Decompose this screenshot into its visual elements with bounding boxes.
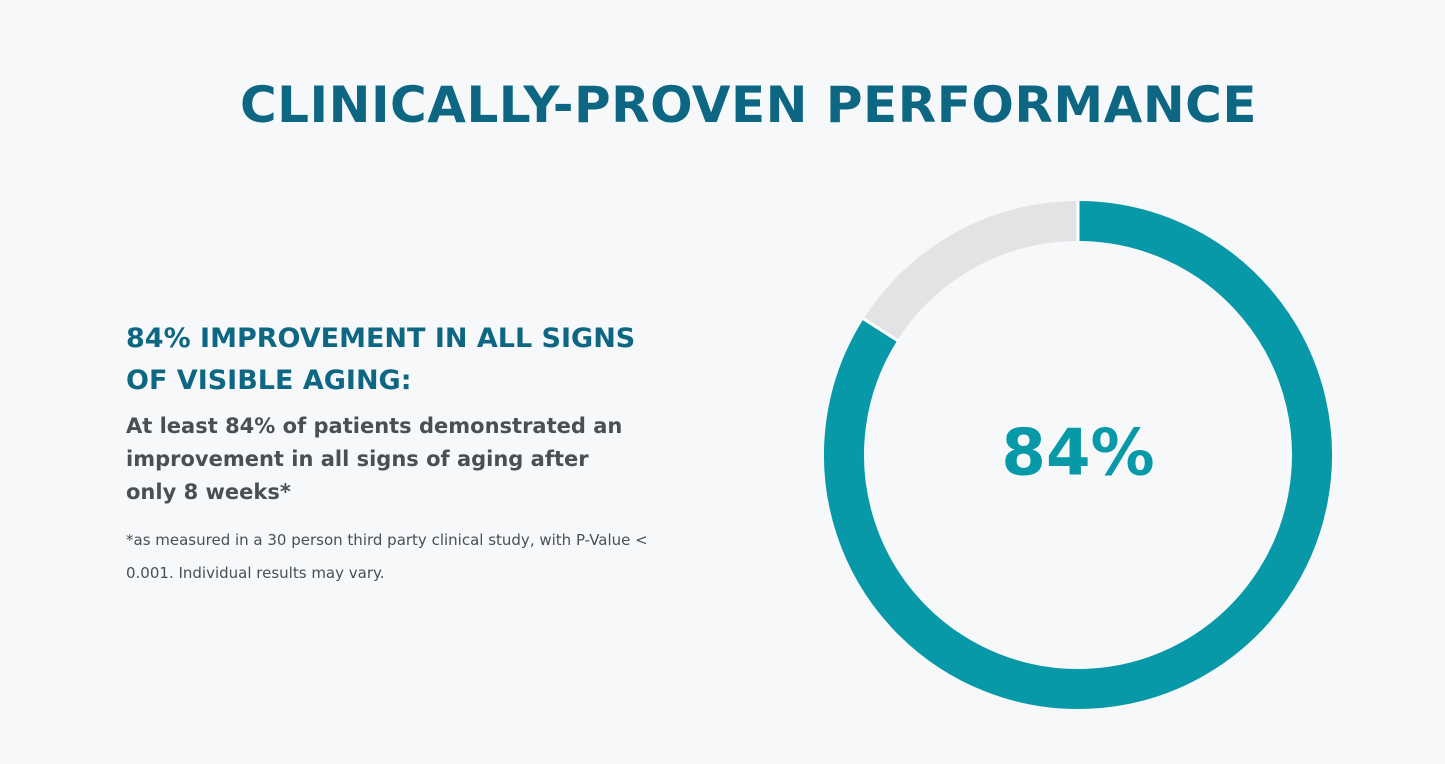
segment-gap bbox=[861, 317, 899, 343]
donut-chart: 84% bbox=[824, 200, 1332, 709]
page-title: CLINICALLY-PROVEN PERFORMANCE bbox=[239, 76, 1258, 134]
stat-heading: 84% IMPROVEMENT IN ALL SIGNS OF VISIBLE … bbox=[126, 323, 636, 396]
stat-description: At least 84% of patients demonstrated an… bbox=[126, 414, 623, 504]
footnote: *as measured in a 30 person third party … bbox=[126, 531, 648, 582]
center-value-label: 84% bbox=[1001, 417, 1154, 491]
donut-arc bbox=[824, 201, 1332, 709]
